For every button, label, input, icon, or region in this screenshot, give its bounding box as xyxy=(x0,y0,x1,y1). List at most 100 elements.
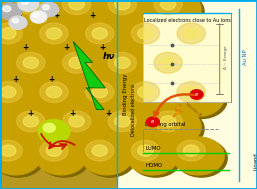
Text: +: + xyxy=(23,43,29,52)
Text: e: e xyxy=(151,119,155,124)
Circle shape xyxy=(154,52,182,73)
Circle shape xyxy=(177,82,205,102)
Circle shape xyxy=(17,111,45,132)
Circle shape xyxy=(58,108,109,146)
Polygon shape xyxy=(173,104,182,117)
Circle shape xyxy=(30,11,47,23)
Circle shape xyxy=(138,145,153,156)
Circle shape xyxy=(92,86,107,98)
Circle shape xyxy=(107,51,158,89)
Circle shape xyxy=(131,82,160,102)
Circle shape xyxy=(0,110,21,148)
Circle shape xyxy=(69,116,84,127)
Text: hν: hν xyxy=(103,52,115,61)
Circle shape xyxy=(104,49,155,87)
Text: e: e xyxy=(195,92,198,97)
Circle shape xyxy=(58,49,109,87)
Text: +: + xyxy=(64,43,70,52)
Circle shape xyxy=(61,51,113,89)
Circle shape xyxy=(176,81,227,119)
Circle shape xyxy=(177,23,205,44)
Circle shape xyxy=(160,57,176,68)
Circle shape xyxy=(61,110,113,148)
Circle shape xyxy=(107,0,158,31)
Circle shape xyxy=(173,78,224,116)
Circle shape xyxy=(115,116,130,127)
Circle shape xyxy=(0,139,44,177)
Circle shape xyxy=(81,78,133,116)
Circle shape xyxy=(9,16,27,29)
Circle shape xyxy=(3,6,11,12)
Circle shape xyxy=(150,108,201,146)
Circle shape xyxy=(160,0,176,10)
Circle shape xyxy=(46,28,62,39)
Bar xyxy=(117,0,257,189)
Circle shape xyxy=(23,0,39,10)
Circle shape xyxy=(1,86,16,98)
Text: +: + xyxy=(48,75,54,84)
Bar xyxy=(0,0,117,189)
Circle shape xyxy=(115,57,130,68)
Circle shape xyxy=(62,52,91,73)
Circle shape xyxy=(153,0,204,31)
Circle shape xyxy=(153,110,204,148)
Circle shape xyxy=(40,23,68,44)
Circle shape xyxy=(0,22,44,60)
Circle shape xyxy=(42,5,49,10)
Circle shape xyxy=(0,20,41,58)
Circle shape xyxy=(23,57,39,68)
Circle shape xyxy=(104,0,155,28)
Circle shape xyxy=(33,13,39,17)
Circle shape xyxy=(0,137,41,175)
Circle shape xyxy=(176,139,227,177)
Circle shape xyxy=(35,78,87,116)
Circle shape xyxy=(46,86,62,98)
Circle shape xyxy=(130,22,181,60)
Circle shape xyxy=(39,81,90,119)
Circle shape xyxy=(0,108,18,146)
Circle shape xyxy=(0,0,18,28)
Circle shape xyxy=(35,137,87,175)
Circle shape xyxy=(62,0,91,15)
Circle shape xyxy=(127,137,178,175)
Text: Localized electrons close to Au ions: Localized electrons close to Au ions xyxy=(143,18,231,23)
Circle shape xyxy=(81,137,133,175)
Polygon shape xyxy=(73,42,105,110)
Circle shape xyxy=(130,81,181,119)
Circle shape xyxy=(12,108,64,146)
Circle shape xyxy=(46,145,62,156)
Circle shape xyxy=(81,20,133,58)
Circle shape xyxy=(0,78,41,116)
Bar xyxy=(143,13,231,102)
Circle shape xyxy=(84,22,136,60)
Circle shape xyxy=(86,140,114,161)
Circle shape xyxy=(92,28,107,39)
Circle shape xyxy=(43,123,55,132)
Circle shape xyxy=(190,90,203,99)
Text: +: + xyxy=(15,11,21,20)
Circle shape xyxy=(154,111,182,132)
Circle shape xyxy=(1,145,16,156)
Circle shape xyxy=(15,110,67,148)
Circle shape xyxy=(176,22,227,60)
Text: Au NP: Au NP xyxy=(243,50,248,65)
Circle shape xyxy=(130,139,181,177)
Text: HOMO: HOMO xyxy=(145,163,162,168)
Circle shape xyxy=(131,23,160,44)
Circle shape xyxy=(138,86,153,98)
Circle shape xyxy=(86,82,114,102)
Circle shape xyxy=(35,20,87,58)
Circle shape xyxy=(58,0,109,28)
Circle shape xyxy=(61,0,113,31)
Text: LUMO: LUMO xyxy=(145,146,161,151)
Text: Delocalized electrons: Delocalized electrons xyxy=(131,83,136,136)
Circle shape xyxy=(150,0,201,28)
Circle shape xyxy=(150,49,201,87)
Circle shape xyxy=(12,18,19,23)
Circle shape xyxy=(39,139,90,177)
Circle shape xyxy=(12,0,64,28)
Text: +: + xyxy=(69,109,75,118)
Circle shape xyxy=(153,51,204,89)
Text: Shorter A: Shorter A xyxy=(184,102,202,118)
Circle shape xyxy=(127,20,178,58)
